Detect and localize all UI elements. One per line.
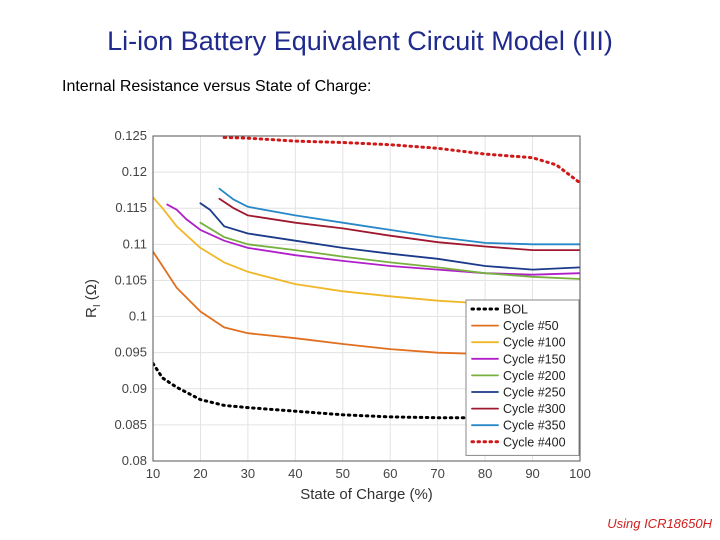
y-tick-label: 0.1 <box>129 309 147 324</box>
legend-label-6: Cycle #300 <box>503 402 566 416</box>
x-tick-label: 100 <box>569 466 591 481</box>
y-tick-label: 0.095 <box>114 345 147 360</box>
legend-label-8: Cycle #400 <box>503 435 566 449</box>
legend-label-7: Cycle #350 <box>503 419 566 433</box>
x-axis-label: State of Charge (%) <box>300 486 433 503</box>
series-line-7 <box>218 187 580 246</box>
series-line-8 <box>222 136 580 185</box>
y-tick-label: 0.09 <box>122 381 147 396</box>
x-tick-label: 80 <box>478 466 492 481</box>
series-line-6 <box>218 197 580 252</box>
plot-frame <box>152 135 581 462</box>
y-axis-label: RI (Ω) <box>83 279 103 318</box>
x-tick-label: 40 <box>288 466 302 481</box>
legend: BOL Cycle #50 Cycle #100 Cycle #150 Cycle #2… <box>465 299 580 456</box>
legend-label-1: Cycle #50 <box>503 319 559 333</box>
legend-label-3: Cycle #150 <box>503 352 566 366</box>
tick-labels: 10 20 30 40 50 60 70 80 90 100 0.08 0.085 0.09 0.095 0… <box>114 128 590 481</box>
y-tick-label: 0.11 <box>123 236 147 251</box>
x-tick-label: 30 <box>241 466 255 481</box>
legend-label-0: BOL <box>503 303 528 317</box>
legend-label-5: Cycle #250 <box>503 386 566 400</box>
series-line-4 <box>199 221 580 280</box>
x-tick-label: 70 <box>430 466 444 481</box>
x-tick-label: 20 <box>193 466 207 481</box>
legend-label-4: Cycle #200 <box>503 369 566 383</box>
y-tick-label: 0.08 <box>122 453 147 468</box>
legend-label-2: Cycle #100 <box>503 336 566 350</box>
y-tick-label: 0.115 <box>115 200 147 215</box>
y-tick-label: 0.085 <box>114 417 147 432</box>
slide-title: Li-ion Battery Equivalent Circuit Model … <box>107 26 613 56</box>
y-tick-label: 0.105 <box>114 272 147 287</box>
series-line-5 <box>199 202 580 271</box>
x-tick-label: 90 <box>525 466 539 481</box>
x-tick-label: 60 <box>383 466 397 481</box>
slide-subtitle: Internal Resistance versus State of Char… <box>62 78 372 95</box>
x-tick-label: 10 <box>146 466 160 481</box>
y-tick-label: 0.12 <box>122 164 147 179</box>
footer-note: Using ICR18650H <box>607 516 712 531</box>
y-tick-label: 0.125 <box>114 128 147 143</box>
x-tick-label: 50 <box>336 466 350 481</box>
